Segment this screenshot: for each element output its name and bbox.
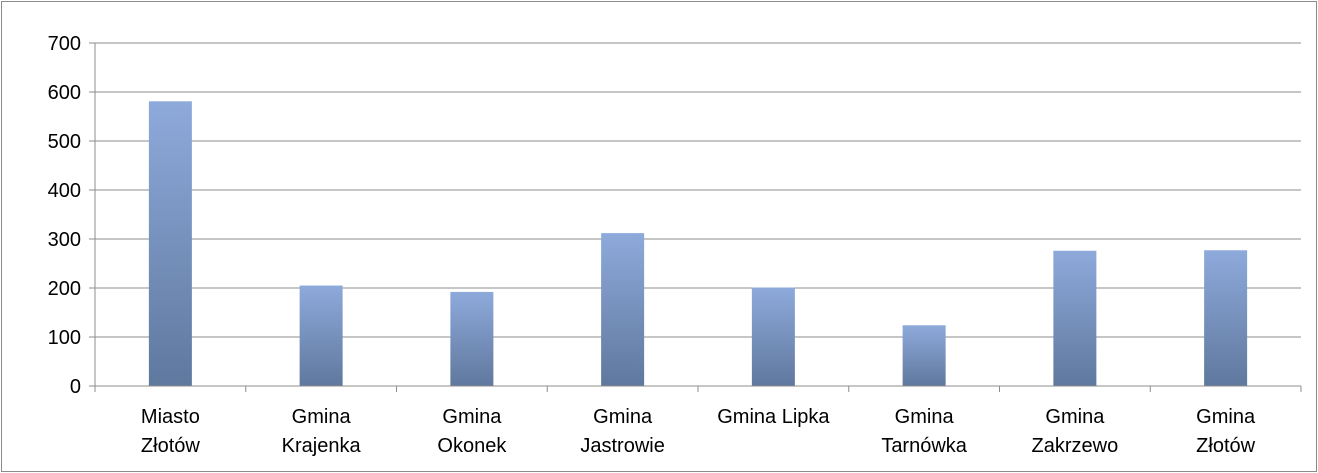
bar xyxy=(1204,250,1248,386)
bar xyxy=(450,291,494,386)
x-category-label: Złotów xyxy=(1196,435,1255,457)
y-tick-label: 700 xyxy=(48,33,81,55)
x-category-label: Złotów xyxy=(141,435,200,457)
x-category-label: Gmina xyxy=(895,406,955,428)
x-axis-category-labels: Miasto Złotów Gmina Krajenka Gmina Okonek Gmin… xyxy=(141,406,1256,457)
bar xyxy=(148,101,192,386)
x-category-label: Gmina xyxy=(1196,406,1256,428)
x-category-label: Miasto xyxy=(141,406,200,428)
x-category-label: Gmina Lipka xyxy=(717,406,830,428)
x-category-label: Gmina xyxy=(593,406,653,428)
y-tick-label: 200 xyxy=(48,278,81,300)
y-tick-label: 600 xyxy=(48,82,81,104)
y-tick-label: 300 xyxy=(48,229,81,251)
bar xyxy=(902,325,946,386)
x-category-label: Krajenka xyxy=(282,435,362,457)
bar xyxy=(1053,250,1097,386)
bar xyxy=(751,287,795,386)
axes xyxy=(94,43,1302,392)
gridlines xyxy=(89,42,1301,387)
x-category-label: Okonek xyxy=(437,435,507,457)
x-category-label: Gmina xyxy=(442,406,502,428)
y-tick-label: 400 xyxy=(48,180,81,202)
y-tick-label: 0 xyxy=(70,376,81,398)
y-tick-label: 100 xyxy=(48,327,81,349)
bar xyxy=(299,285,343,386)
x-category-label: Jastrowie xyxy=(580,435,664,457)
y-axis-tick-labels: 0 100 200 300 400 500 600 700 xyxy=(48,33,81,398)
x-category-label: Zakrzewo xyxy=(1032,435,1119,457)
x-category-label: Tarnówka xyxy=(881,435,967,457)
y-tick-label: 500 xyxy=(48,131,81,153)
x-category-label: Gmina xyxy=(1045,406,1105,428)
bar xyxy=(601,233,645,386)
x-category-label: Gmina xyxy=(292,406,352,428)
bars xyxy=(148,101,1248,386)
